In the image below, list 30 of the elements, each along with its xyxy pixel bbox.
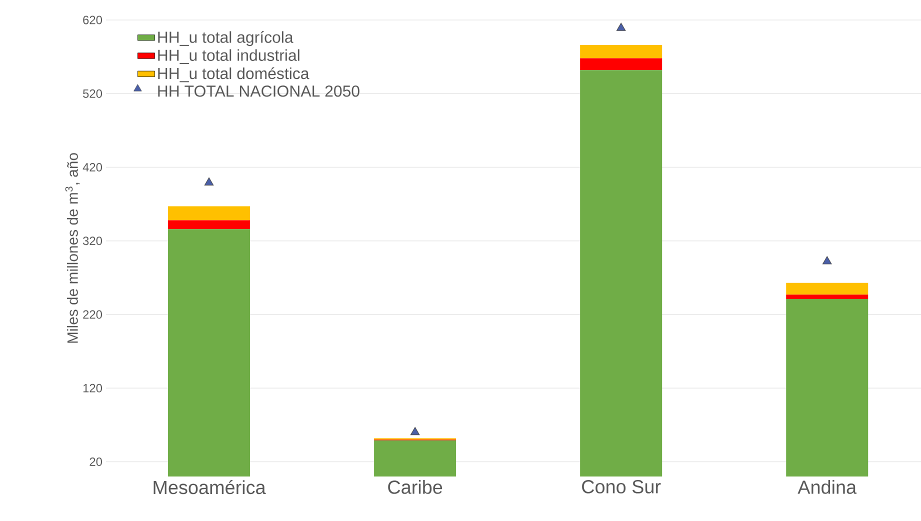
x-tick-label: Andina [798, 480, 857, 494]
x-tick-label: Caribe [388, 480, 442, 494]
y-tick-label: 20 [90, 458, 102, 466]
x-tick-label: Cono Sur [582, 480, 661, 494]
bar [168, 229, 250, 476]
point [410, 427, 420, 436]
legend-label: HH TOTAL NACIONAL 2050 [158, 86, 360, 97]
y-tick-label: 120 [83, 384, 102, 392]
legend-label: HH_u total industrial [158, 49, 300, 64]
y-tick-label: 420 [82, 163, 102, 172]
point [204, 177, 214, 186]
bar [786, 294, 868, 300]
bar [786, 299, 868, 476]
legend-label: HH_u total agrícola [158, 31, 294, 46]
bar [580, 70, 662, 476]
y-tick-label: 620 [83, 16, 102, 24]
bar [580, 58, 662, 70]
y-tick-label: 520 [83, 89, 102, 98]
legend-label: HH_u total doméstica [158, 67, 310, 82]
bar [168, 206, 250, 220]
y-tick-label: 220 [83, 310, 102, 319]
bar [168, 220, 250, 230]
point [822, 256, 832, 264]
y-axis-title: Miles de millones de m$^{3}$, año [65, 153, 80, 343]
bar [786, 282, 868, 295]
y-tick-label: 320 [82, 236, 102, 246]
bar [580, 45, 662, 58]
bar [374, 440, 456, 476]
point [616, 22, 626, 31]
x-tick-label: Mesoamérica [154, 480, 266, 494]
